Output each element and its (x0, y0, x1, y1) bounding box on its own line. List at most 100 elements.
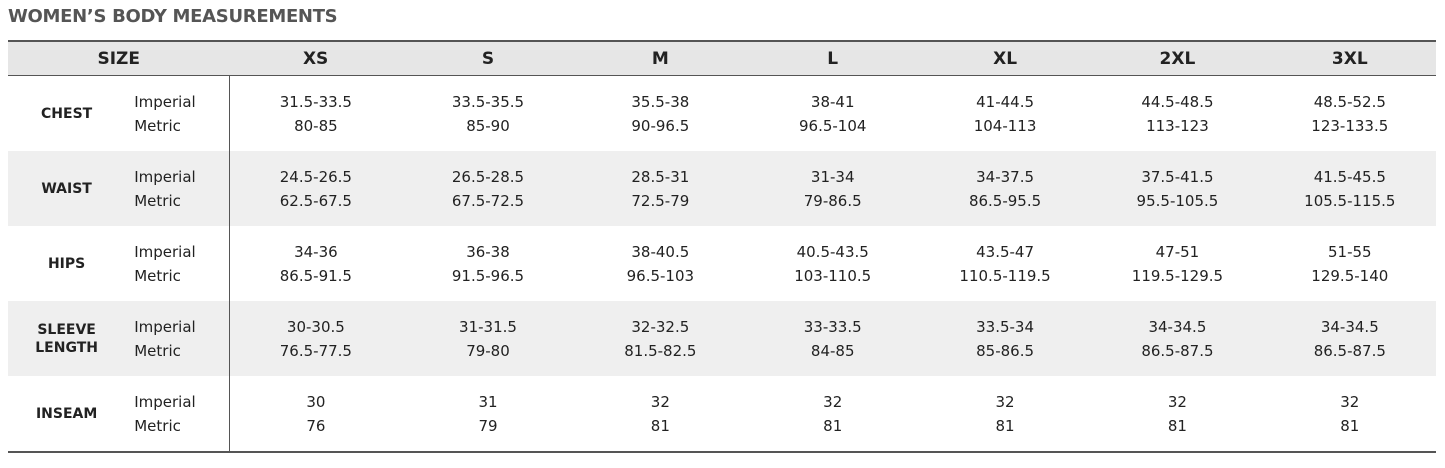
header-row: SIZE XS S M L XL 2XL 3XL (8, 41, 1436, 76)
value-cell: 51-55 129.5-140 (1264, 226, 1436, 301)
metric-value: 103-110.5 (794, 266, 872, 285)
metric-value: 76 (306, 416, 326, 435)
value-cell: 30 76 (229, 376, 401, 452)
metric-value: 81 (995, 416, 1015, 435)
imperial-value: 31-34 (810, 167, 855, 186)
unit-label: Metric (134, 341, 181, 360)
metric-value: 113-123 (1146, 116, 1209, 135)
size-column-header: 3XL (1263, 41, 1436, 76)
size-table: SIZE XS S M L XL 2XL 3XL CHEST Imperial Metric 31.… (8, 40, 1436, 453)
value-cell: 34-37.5 86.5-95.5 (918, 151, 1092, 226)
imperial-value: 43.5-47 (976, 242, 1035, 261)
value-cell: 32-32.5 81.5-82.5 (574, 301, 747, 376)
imperial-value: 34-34.5 (1320, 317, 1379, 336)
metric-value: 95.5-105.5 (1136, 191, 1219, 210)
measurement-row: CHEST Imperial Metric 31.5-33.5 80-85 33.5-35… (8, 75, 1436, 152)
measurement-row: HIPS Imperial Metric 34-36 86.5-91.5 36-38 91.… (8, 226, 1436, 301)
size-column-header: XS (229, 41, 402, 76)
imperial-value: 37.5-41.5 (1141, 167, 1214, 186)
value-cell: 24.5-26.5 62.5-67.5 (229, 151, 402, 226)
imperial-value: 38-41 (810, 92, 855, 111)
metric-value: 81 (1340, 416, 1360, 435)
imperial-value: 34-34.5 (1148, 317, 1207, 336)
measurement-row: INSEAM Imperial Metric 30 76 31 79 32 81 32 81 32 81… (8, 376, 1436, 452)
metric-value: 81 (1167, 416, 1187, 435)
imperial-value: 33-33.5 (803, 317, 862, 336)
imperial-value: 30-30.5 (286, 317, 345, 336)
metric-value: 96.5-104 (798, 116, 867, 135)
value-cell: 43.5-47 110.5-119.5 (919, 226, 1091, 301)
value-cell: 32 81 (919, 376, 1091, 452)
unit-cell: Imperial Metric (125, 151, 230, 226)
imperial-value: 48.5-52.5 (1313, 92, 1386, 111)
imperial-value: 32 (650, 392, 670, 411)
metric-value: 86.5-95.5 (968, 191, 1042, 210)
metric-value: 79-86.5 (803, 191, 862, 210)
imperial-value: 34-37.5 (976, 167, 1035, 186)
metric-value: 62.5-67.5 (279, 191, 352, 210)
metric-value: 119.5-129.5 (1131, 266, 1224, 285)
size-column-header: XL (918, 41, 1092, 76)
metric-value: 84-85 (810, 341, 855, 360)
value-cell: 47-51 119.5-129.5 (1091, 226, 1263, 301)
measurement-label: SLEEVE LENGTH (8, 301, 126, 376)
metric-value: 81.5-82.5 (624, 341, 697, 360)
unit-label: Imperial (134, 167, 196, 186)
value-cell: 34-34.5 86.5-87.5 (1091, 301, 1264, 376)
measurement-label: WAIST (8, 151, 126, 226)
metric-value: 129.5-140 (1311, 266, 1389, 285)
imperial-value: 28.5-31 (631, 167, 690, 186)
value-cell: 34-36 86.5-91.5 (229, 226, 401, 301)
measurement-label: CHEST (41, 105, 93, 122)
value-cell: 32 81 (747, 376, 919, 452)
metric-value: 105.5-115.5 (1304, 191, 1396, 210)
metric-value: 81 (823, 416, 843, 435)
imperial-value: 26.5-28.5 (451, 167, 525, 186)
unit-label: Imperial (134, 317, 196, 336)
size-column-header: M (574, 41, 747, 76)
metric-value: 85-86.5 (976, 341, 1035, 360)
unit-label: Imperial (134, 242, 196, 261)
imperial-value: 32 (1340, 392, 1360, 411)
imperial-value: 31-31.5 (459, 317, 517, 336)
imperial-value: 32 (823, 392, 843, 411)
value-cell: 38-41 96.5-104 (747, 76, 919, 152)
imperial-value: 24.5-26.5 (279, 167, 352, 186)
value-cell: 48.5-52.5 123-133.5 (1264, 76, 1436, 152)
metric-value: 86.5-87.5 (1313, 341, 1386, 360)
metric-value: 67.5-72.5 (451, 191, 525, 210)
value-cell: 31.5-33.5 80-85 (229, 76, 401, 152)
unit-label: Metric (134, 191, 181, 210)
size-column-header: 2XL (1091, 41, 1264, 76)
imperial-value: 41.5-45.5 (1313, 167, 1386, 186)
value-cell: 41.5-45.5 105.5-115.5 (1263, 151, 1436, 226)
value-cell: 36-38 91.5-96.5 (402, 226, 574, 301)
value-cell: 41-44.5 104-113 (919, 76, 1091, 152)
value-cell: 35.5-38 90-96.5 (574, 76, 746, 152)
measurement-label: HIPS (47, 255, 86, 272)
value-cell: 44.5-48.5 113-123 (1091, 76, 1263, 152)
metric-value: 123-133.5 (1311, 116, 1389, 135)
metric-value: 96.5-103 (626, 266, 695, 285)
unit-cell: Imperial Metric (125, 376, 230, 452)
imperial-value: 32-32.5 (631, 317, 690, 336)
metric-value: 85-90 (466, 116, 510, 135)
imperial-value: 30 (306, 392, 326, 411)
value-cell: 31 79 (402, 376, 574, 452)
unit-label: Metric (134, 416, 181, 435)
metric-value: 72.5-79 (631, 191, 690, 210)
size-column-header: S (401, 41, 575, 76)
unit-cell: Imperial Metric (125, 226, 230, 301)
imperial-value: 32 (995, 392, 1015, 411)
value-cell: 28.5-31 72.5-79 (574, 151, 747, 226)
metric-value: 80-85 (294, 116, 338, 135)
measurement-row: WAIST Imperial Metric 24.5-26.5 62.5-67.5 26.… (8, 151, 1436, 226)
value-cell: 30-30.5 76.5-77.5 (229, 301, 402, 376)
imperial-value: 33.5-34 (976, 317, 1035, 336)
value-cell: 32 81 (574, 376, 746, 452)
title: WOMEN’S BODY MEASUREMENTS (8, 6, 338, 27)
value-cell: 38-40.5 96.5-103 (574, 226, 746, 301)
metric-value: 86.5-87.5 (1141, 341, 1214, 360)
table-body: CHEST Imperial Metric 31.5-33.5 80-85 33.5-35… (8, 75, 1436, 452)
imperial-value: 36-38 (466, 242, 510, 261)
